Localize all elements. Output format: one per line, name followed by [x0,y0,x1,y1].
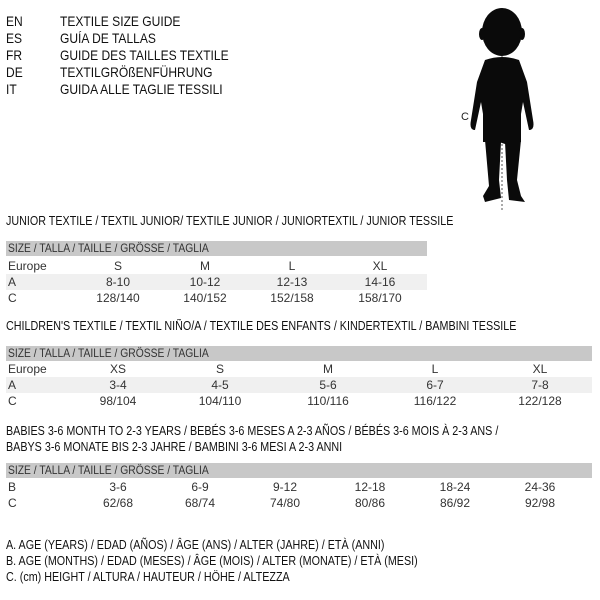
table-cell: 98/104 [99,394,137,408]
table-cell: 24-36 [524,480,556,494]
table-cell: 86/92 [439,496,471,510]
legend-b: B. AGE (MONTHS) / EDAD (MESES) / ÂGE (MO… [6,554,418,568]
table-cell: 92/98 [524,496,556,510]
language-code: DE [6,64,23,80]
size-header-label: SIZE / TALLA / TAILLE / GRÖSSE / TAGLIA [8,346,209,360]
table-cell: 68/74 [184,496,216,510]
table-cell: 116/122 [413,394,457,408]
child-silhouette-figure: C [461,8,534,210]
legend-c: C. (cm) HEIGHT / ALTURA / HAUTEUR / HÖHE… [6,570,290,584]
table-cell: 5-6 [319,378,337,392]
babies-section-title-line2: BABYS 3-6 MONATE BIS 2-3 JAHRE / BAMBINI… [6,440,343,454]
size-header-label: SIZE / TALLA / TAILLE / GRÖSSE / TAGLIA [8,241,209,255]
children-section-title: CHILDREN'S TEXTILE / TEXTIL NIÑO/A / TEX… [6,319,517,333]
table-cell: 140/152 [183,291,227,305]
table-cell: 4-5 [211,378,229,392]
children-size-header: SIZE / TALLA / TAILLE / GRÖSSE / TAGLIA [6,346,592,361]
language-code: ES [6,30,23,46]
table-cell: 3-4 [109,378,127,392]
table-cell: 10-12 [189,275,221,289]
table-cell: S [215,362,225,376]
table-cell: 80/86 [354,496,386,510]
table-cell: 128/140 [96,291,140,305]
table-cell: 7-8 [531,378,549,392]
legend-a: A. AGE (YEARS) / EDAD (AÑOS) / ÂGE (ANS)… [6,538,385,552]
table-cell: 110/116 [307,394,349,408]
table-cell: 122/128 [518,394,562,408]
table-row: Europe S M L XL [6,258,427,274]
table-cell: L [431,362,439,376]
table-row: Europe XS S M L XL [6,361,592,377]
table-cell: 18-24 [439,480,471,494]
child-silhouette-icon [470,8,534,202]
language-code: EN [6,13,23,29]
table-cell: 62/68 [102,496,134,510]
table-cell: M [323,362,333,376]
row-label: Europe [8,362,47,376]
table-cell: S [113,259,123,273]
babies-size-header: SIZE / TALLA / TAILLE / GRÖSSE / TAGLIA [6,463,592,478]
table-cell: 74/80 [269,496,301,510]
row-label: C [8,394,17,408]
language-code: IT [6,81,17,97]
table-cell: 104/110 [198,394,242,408]
row-label: C [8,496,17,510]
row-label: C [8,291,17,305]
language-title: GUIDA ALLE TAGLIE TESSILI [60,81,223,97]
table-cell: XL [532,362,548,376]
table-cell: 12-13 [276,275,308,289]
table-row: C 62/68 68/74 74/80 80/86 86/92 92/98 [6,495,592,511]
language-title: GUIDE DES TAILLES TEXTILE [60,47,229,63]
table-cell: 9-12 [272,480,298,494]
table-cell: 6-9 [191,480,209,494]
language-title: TEXTILE SIZE GUIDE [60,13,181,29]
table-cell: L [288,259,296,273]
size-header-label: SIZE / TALLA / TAILLE / GRÖSSE / TAGLIA [8,463,209,477]
table-cell: 158/170 [358,291,402,305]
row-label: Europe [8,259,47,273]
table-cell: XL [372,259,388,273]
junior-size-header: SIZE / TALLA / TAILLE / GRÖSSE / TAGLIA [6,241,427,256]
row-label: B [8,480,17,494]
babies-section-title-line1: BABIES 3-6 MONTH TO 2-3 YEARS / BEBÉS 3-… [6,424,499,438]
junior-section-title: JUNIOR TEXTILE / TEXTIL JUNIOR/ TEXTILE … [6,214,454,228]
table-row: C 98/104 104/110 110/116 116/122 122/128 [6,393,592,409]
table-cell: 3-6 [109,480,127,494]
table-cell: 8-10 [105,275,131,289]
table-row: B 3-6 6-9 9-12 12-18 18-24 24-36 [6,479,592,495]
table-row: A 8-10 10-12 12-13 14-16 [6,274,427,290]
table-cell: 6-7 [426,378,444,392]
table-cell: M [200,259,210,273]
table-cell: 152/158 [270,291,314,305]
language-title: GUÍA DE TALLAS [60,30,156,46]
row-label: A [8,378,17,392]
table-row: A 3-4 4-5 5-6 6-7 7-8 [6,377,592,393]
table-row: C 128/140 140/152 152/158 158/170 [6,290,427,306]
table-cell: XS [109,362,127,376]
language-code: FR [6,47,23,63]
table-cell: 12-18 [354,480,386,494]
height-label-c: C [461,111,469,123]
row-label: A [8,275,17,289]
language-title: TEXTILGRÖßENFÜHRUNG [60,64,213,80]
table-cell: 14-16 [364,275,396,289]
